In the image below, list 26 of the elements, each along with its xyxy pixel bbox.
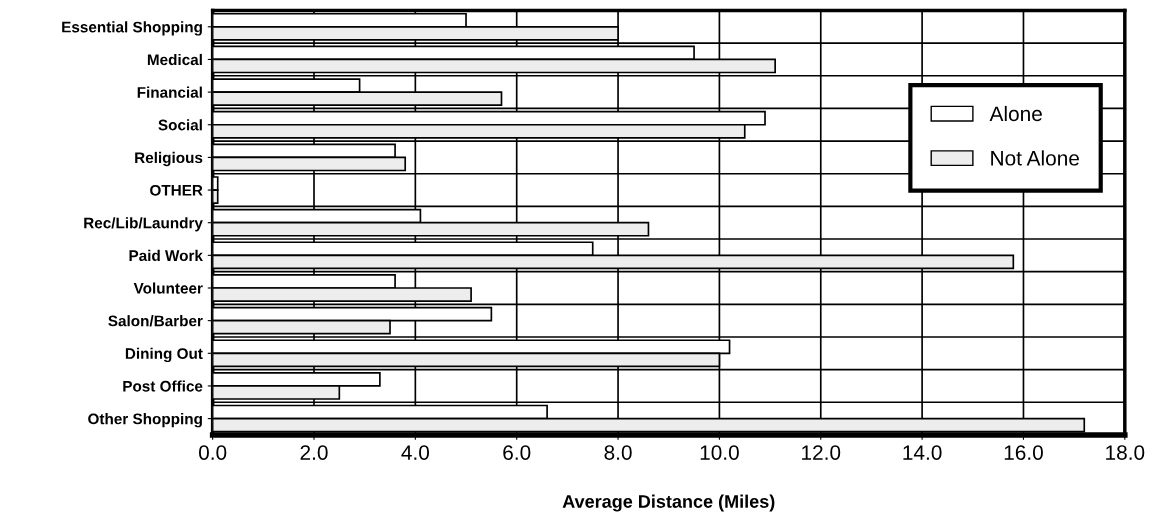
y-tick-label: Other Shopping: [88, 413, 202, 428]
y-tick-label: Paid Work: [129, 249, 203, 262]
x-tick-label: 12.0: [802, 445, 841, 460]
x-tick-label: 16.0: [1004, 445, 1043, 460]
y-tick-label: Post Office: [123, 380, 203, 392]
x-tick-label: 2.0: [300, 445, 328, 460]
y-tick-label: Volunteer: [133, 282, 203, 294]
y-tick-label: Financial: [137, 86, 202, 98]
x-tick-label: 4.0: [401, 445, 430, 460]
y-tick-label: Dining Out: [125, 347, 203, 363]
y-tick-label: Religious: [135, 151, 203, 167]
legend-label: Alone: [989, 105, 1042, 122]
y-tick-label: Social: [158, 119, 202, 131]
y-tick-label: Salon/Barber: [108, 315, 203, 327]
x-tick-label: 6.0: [503, 445, 531, 460]
y-tick-label: Rec/Lib/Laundry: [84, 217, 203, 232]
legend-label: Not Alone: [991, 150, 1079, 166]
x-tick-label: 10.0: [700, 445, 739, 460]
x-tick-label: 14.0: [903, 445, 942, 460]
x-axis-title: Average Distance (Miles): [562, 494, 775, 512]
y-tick-label: Medical: [147, 53, 202, 66]
x-tick-label: 8.0: [604, 445, 632, 460]
y-tick-label: OTHER: [150, 184, 203, 196]
x-tick-label: 0.0: [198, 445, 227, 460]
x-tick-label: 18.0: [1106, 445, 1145, 460]
y-tick-label: Essential Shopping: [62, 21, 202, 36]
